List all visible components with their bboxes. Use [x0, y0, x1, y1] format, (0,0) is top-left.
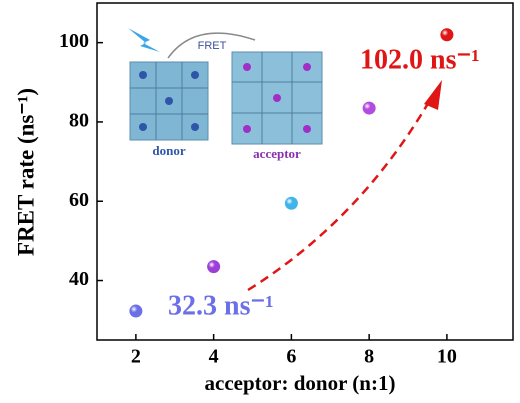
lightning-icon	[128, 28, 160, 52]
trend-arrow	[247, 99, 432, 292]
x-tick-label: 10	[437, 346, 457, 368]
annotation: 102.0 ns⁻¹	[360, 44, 480, 75]
data-point	[207, 260, 221, 274]
data-point	[284, 196, 298, 210]
y-tick-label: 80	[69, 110, 89, 132]
data-point	[129, 304, 143, 318]
x-tick-label: 8	[364, 346, 374, 368]
inset-label: acceptor	[253, 146, 301, 161]
inset-label: donor	[152, 143, 185, 158]
acceptor-lattice	[231, 51, 323, 145]
x-tick-label: 6	[286, 346, 296, 368]
inset-label: FRET	[198, 40, 227, 52]
inset: FRET donor acceptor	[128, 28, 323, 161]
x-axis-label: acceptor: donor (n:1)	[205, 371, 396, 395]
donor-lattice	[129, 61, 209, 141]
x-tick-label: 2	[131, 346, 141, 368]
plot-frame	[96, 2, 514, 341]
y-tick-label: 60	[69, 189, 89, 211]
data-point	[440, 28, 454, 42]
annotation: 32.3 ns⁻¹	[168, 290, 274, 321]
fret-arrow	[167, 32, 256, 59]
y-tick-label: 40	[69, 268, 89, 290]
data-point	[362, 101, 376, 115]
y-tick-label: 100	[59, 30, 89, 52]
x-tick-label: 4	[209, 346, 219, 368]
trend-arrowhead	[424, 80, 442, 110]
y-axis-label: FRET rate (ns⁻¹)	[13, 88, 38, 256]
